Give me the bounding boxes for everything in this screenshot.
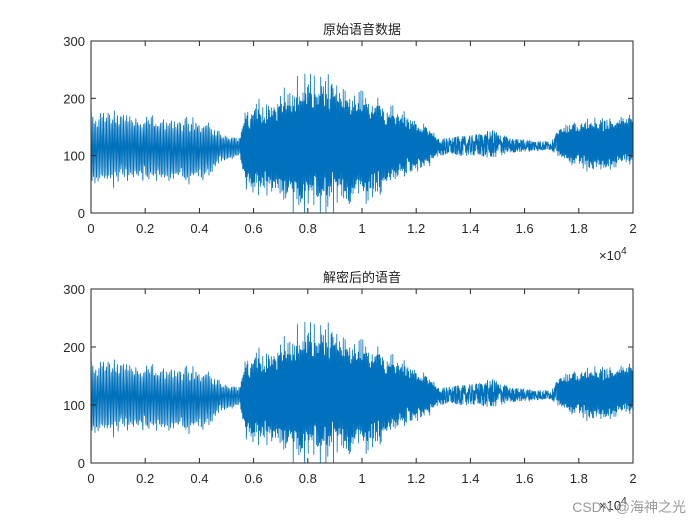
y-tick-label: 200 bbox=[63, 340, 85, 355]
subplot-title: 解密后的语音 bbox=[323, 270, 401, 286]
x-exponent-label: ×104 bbox=[599, 496, 627, 513]
x-tick-label: 0.2 bbox=[136, 471, 154, 486]
x-tick-label: 0.6 bbox=[245, 471, 263, 486]
x-tick-label: 2 bbox=[629, 221, 636, 236]
y-tick-label: 300 bbox=[63, 34, 85, 49]
y-tick-label: 0 bbox=[78, 456, 85, 471]
y-tick-label: 0 bbox=[78, 206, 85, 221]
axis-ticks: 0 0.2 0.4 0.6 0.8 1 1.2 1.4 1.6 1.8 2 0 100 200 300 ×10… bbox=[63, 34, 636, 263]
y-tick-label: 100 bbox=[63, 398, 85, 413]
waveform-line bbox=[90, 73, 634, 213]
watermark: CSDN @海神之光 bbox=[572, 499, 686, 515]
x-tick-label: 0.2 bbox=[136, 221, 154, 236]
x-tick-label: 1.6 bbox=[516, 471, 534, 486]
subplot-decrypted: 解密后的语音 0 0.2 0.4 0.6 0.8 1 1.2 1.4 1.6 1.8 2 0 100 20… bbox=[63, 270, 636, 513]
x-tick-label: 1 bbox=[358, 221, 365, 236]
x-exponent-label: ×104 bbox=[599, 246, 627, 263]
x-tick-label: 1.6 bbox=[516, 221, 534, 236]
axis-ticks: 0 0.2 0.4 0.6 0.8 1 1.2 1.4 1.6 1.8 2 0 100 200 300 ×10… bbox=[63, 282, 636, 513]
x-tick-label: 0.4 bbox=[190, 471, 208, 486]
subplot-original: 原始语音数据 0 0.2 0.4 0.6 0.8 1 1.2 1.4 1.6 1.8 2 0 100 20… bbox=[63, 22, 636, 263]
x-tick-label: 0.4 bbox=[190, 221, 208, 236]
x-tick-label: 1 bbox=[358, 471, 365, 486]
y-tick-label: 100 bbox=[63, 149, 85, 164]
y-tick-label: 300 bbox=[63, 282, 85, 297]
x-tick-label: 0 bbox=[87, 221, 94, 236]
x-tick-label: 1.2 bbox=[407, 471, 425, 486]
x-tick-label: 0.8 bbox=[299, 471, 317, 486]
x-tick-label: 0.8 bbox=[299, 221, 317, 236]
x-tick-label: 1.8 bbox=[570, 471, 588, 486]
x-tick-label: 1.8 bbox=[570, 221, 588, 236]
y-tick-label: 200 bbox=[63, 91, 85, 106]
x-tick-label: 2 bbox=[629, 471, 636, 486]
x-tick-label: 0.6 bbox=[245, 221, 263, 236]
x-tick-label: 1.4 bbox=[461, 471, 479, 486]
x-tick-label: 0 bbox=[87, 471, 94, 486]
subplot-title: 原始语音数据 bbox=[323, 22, 401, 38]
waveform-line bbox=[90, 321, 634, 463]
x-tick-label: 1.2 bbox=[407, 221, 425, 236]
x-tick-label: 1.4 bbox=[461, 221, 479, 236]
